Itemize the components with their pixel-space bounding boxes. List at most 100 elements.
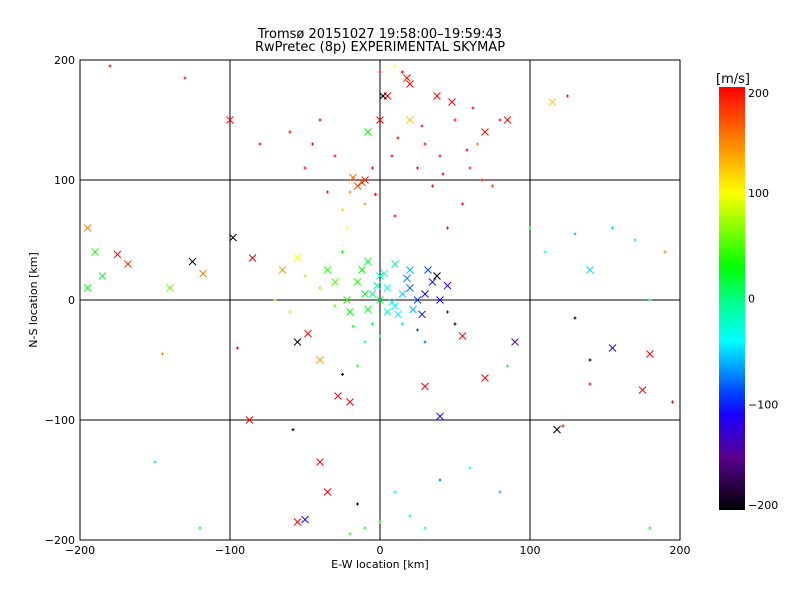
data-point-cross [394, 310, 402, 319]
data-point-plus [288, 130, 292, 134]
data-point-plus [318, 286, 322, 290]
x-tick-label: 200 [670, 544, 691, 557]
y-tick-label: 0 [68, 294, 75, 307]
data-point-cross [323, 266, 332, 274]
data-point-plus [390, 154, 394, 158]
chart-subtitle: RwPretec (8p) EXPERIMENTAL SKYMAP [255, 40, 505, 55]
data-point-plus [393, 64, 397, 68]
data-point-plus [648, 298, 652, 302]
data-point-plus [356, 364, 359, 368]
data-point-plus [333, 304, 337, 308]
data-point-plus [363, 202, 367, 206]
y-tick-label: −100 [45, 414, 75, 427]
data-point-cross [646, 350, 654, 358]
data-point-plus [408, 514, 412, 518]
data-point-plus [401, 70, 404, 74]
data-point-cross [406, 116, 414, 124]
data-point-plus [465, 148, 469, 152]
x-tick-label: −100 [215, 544, 245, 557]
data-point-cross [481, 374, 489, 382]
plot-frame [79, 59, 681, 541]
data-point-cross [403, 74, 411, 82]
data-point-cross [343, 296, 351, 304]
data-point-plus [416, 166, 419, 170]
data-point-plus [108, 64, 112, 68]
data-point-cross [358, 178, 366, 187]
colorbar-tick-label: −100 [748, 398, 778, 411]
data-point-plus [393, 214, 397, 218]
data-point-cross [383, 308, 392, 316]
data-point-cross [481, 128, 489, 136]
data-point-plus [341, 208, 344, 212]
data-point-plus [153, 460, 157, 464]
data-point-plus [423, 526, 427, 530]
data-point-plus [258, 142, 262, 146]
data-point-cross [406, 284, 414, 292]
data-point-plus [471, 106, 475, 110]
data-point-cross [511, 338, 519, 346]
data-point-cross [83, 224, 92, 232]
data-point-plus [633, 238, 637, 242]
data-point-plus [348, 532, 352, 536]
data-point-cross [436, 296, 444, 304]
data-point-plus [671, 400, 674, 404]
data-point-cross [334, 392, 342, 400]
data-point-plus [446, 310, 449, 314]
x-tick-label: 100 [520, 544, 541, 557]
data-point-plus [345, 226, 349, 230]
colorbar-tick-label: −200 [748, 499, 778, 512]
data-point-plus [341, 250, 344, 254]
data-point-plus [438, 154, 442, 158]
data-point-cross [458, 332, 467, 340]
data-point-plus [561, 424, 565, 428]
data-point-cross [316, 356, 324, 364]
data-point-plus [446, 226, 449, 230]
data-point-cross [304, 329, 312, 338]
data-point-cross [293, 338, 302, 346]
data-points [83, 64, 674, 536]
data-point-plus [378, 334, 382, 338]
data-point-plus [291, 428, 295, 432]
data-point-cross [323, 488, 332, 496]
x-tick-label: −200 [65, 544, 95, 557]
data-point-plus [423, 340, 427, 344]
data-point-plus [543, 250, 547, 254]
data-point-cross [166, 284, 174, 292]
data-point-plus [333, 154, 337, 158]
data-point-cross [353, 182, 362, 190]
data-point-plus [480, 178, 484, 182]
data-point-cross [113, 250, 122, 259]
data-point-cross [98, 272, 107, 280]
data-point-cross [229, 233, 237, 242]
data-point-cross [413, 296, 422, 304]
data-point-cross [331, 278, 339, 286]
data-point-plus [348, 190, 352, 194]
data-point-cross [443, 281, 452, 290]
data-point-cross [553, 425, 561, 434]
data-point-plus [356, 502, 359, 506]
data-point-cross [398, 290, 407, 298]
data-point-cross [428, 278, 437, 286]
data-point-cross [91, 248, 99, 256]
data-point-plus [491, 184, 494, 188]
data-point-cross [353, 278, 362, 286]
data-point-plus [351, 324, 355, 328]
data-point-cross [448, 98, 456, 106]
y-axis-label: N-S location [km] [27, 252, 40, 348]
data-point-plus [461, 202, 464, 206]
data-point-cross [83, 284, 92, 292]
y-tick-label: 200 [54, 54, 75, 67]
data-point-plus [363, 340, 367, 344]
colorbar-tick-label: 100 [748, 187, 769, 200]
y-tick-labels: −200 −100 0 100 200 [45, 54, 75, 547]
data-point-cross [346, 398, 354, 406]
data-point-plus [663, 250, 667, 254]
data-point-cross [358, 266, 366, 274]
data-point-plus [468, 466, 472, 470]
data-point-cross [586, 266, 594, 274]
data-point-cross [293, 518, 302, 526]
data-point-plus [378, 70, 382, 74]
data-point-cross [373, 281, 381, 290]
data-point-plus [453, 322, 457, 326]
